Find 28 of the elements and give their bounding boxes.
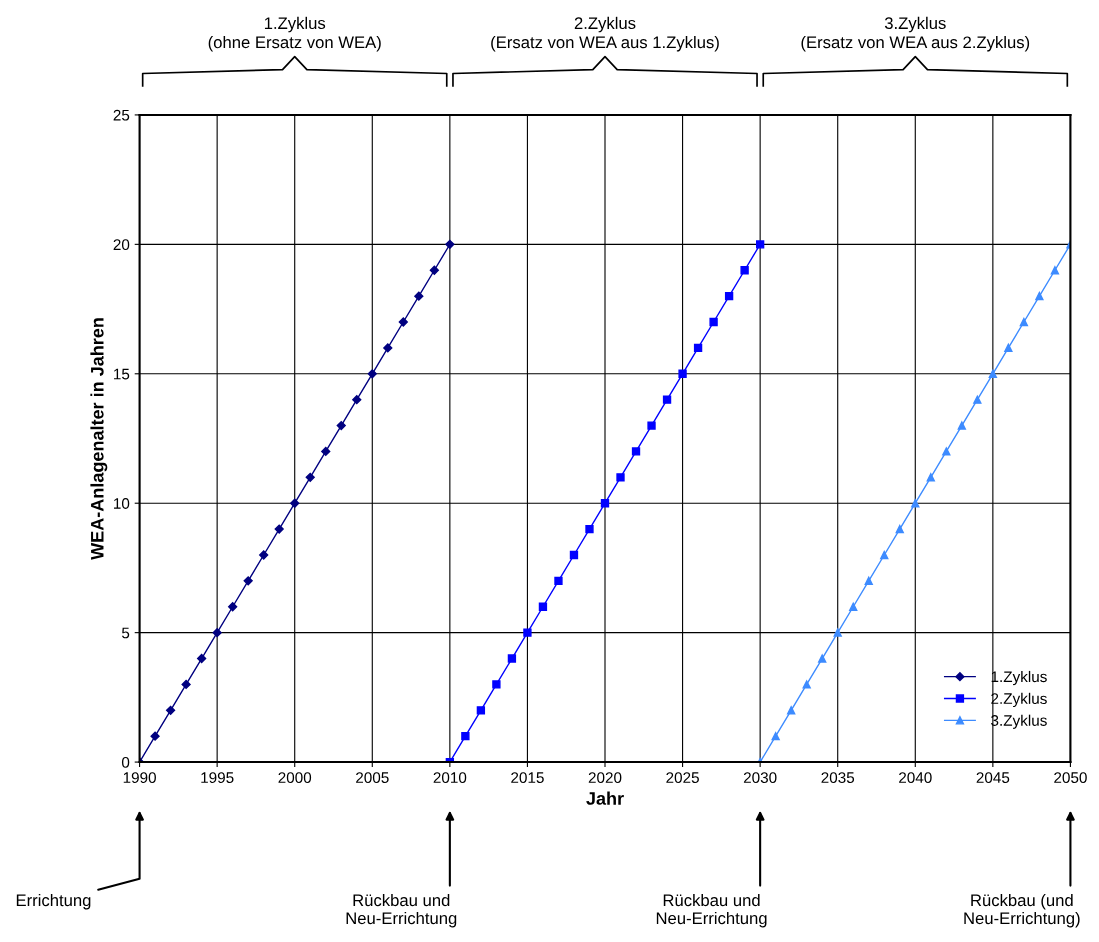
x-tick-label: 2030 bbox=[743, 772, 777, 784]
x-tick-label: 2035 bbox=[821, 772, 855, 784]
x-tick-label: 2005 bbox=[356, 772, 389, 784]
x-tick-label: 1995 bbox=[201, 772, 234, 784]
y-tick-label: 0 bbox=[121, 756, 130, 768]
x-tick-label: 2045 bbox=[976, 772, 1010, 784]
text: Errichtung bbox=[16, 893, 91, 910]
y-tick-label: 25 bbox=[113, 109, 130, 121]
x-tick-label: 2025 bbox=[666, 772, 699, 784]
y-tick-label: 10 bbox=[114, 498, 130, 509]
text: 1.Zyklus (ohne Ersatz von WEA) bbox=[208, 16, 381, 52]
x-axis-title: Jahr bbox=[586, 791, 624, 805]
y-axis-title: WEA-Anlagenalter in Jahren bbox=[90, 318, 108, 560]
x-tick-label: 2040 bbox=[899, 772, 932, 784]
text: Rückbau und Neu-Errichtung bbox=[346, 893, 457, 928]
x-tick-label: 1990 bbox=[123, 772, 156, 784]
text: 2.Zyklus (Ersatz von WEA aus 1.Zyklus) bbox=[491, 16, 719, 52]
text: 3.Zyklus (Ersatz von WEA aus 2.Zyklus) bbox=[801, 16, 1030, 52]
x-tick-label: 2010 bbox=[433, 772, 467, 784]
x-tick-label: 2020 bbox=[588, 772, 622, 784]
x-tick-label: 2015 bbox=[511, 772, 544, 784]
y-tick-label: 15 bbox=[114, 368, 130, 380]
x-tick-label: 2050 bbox=[1054, 772, 1087, 784]
text: Rückbau und Neu-Errichtung bbox=[656, 893, 767, 928]
y-tick-label: 20 bbox=[113, 239, 130, 251]
x-tick-label: 2000 bbox=[278, 772, 312, 784]
y-tick-label: 5 bbox=[121, 627, 130, 639]
text: Rückbau (und Neu-Errichtung) bbox=[964, 893, 1080, 928]
